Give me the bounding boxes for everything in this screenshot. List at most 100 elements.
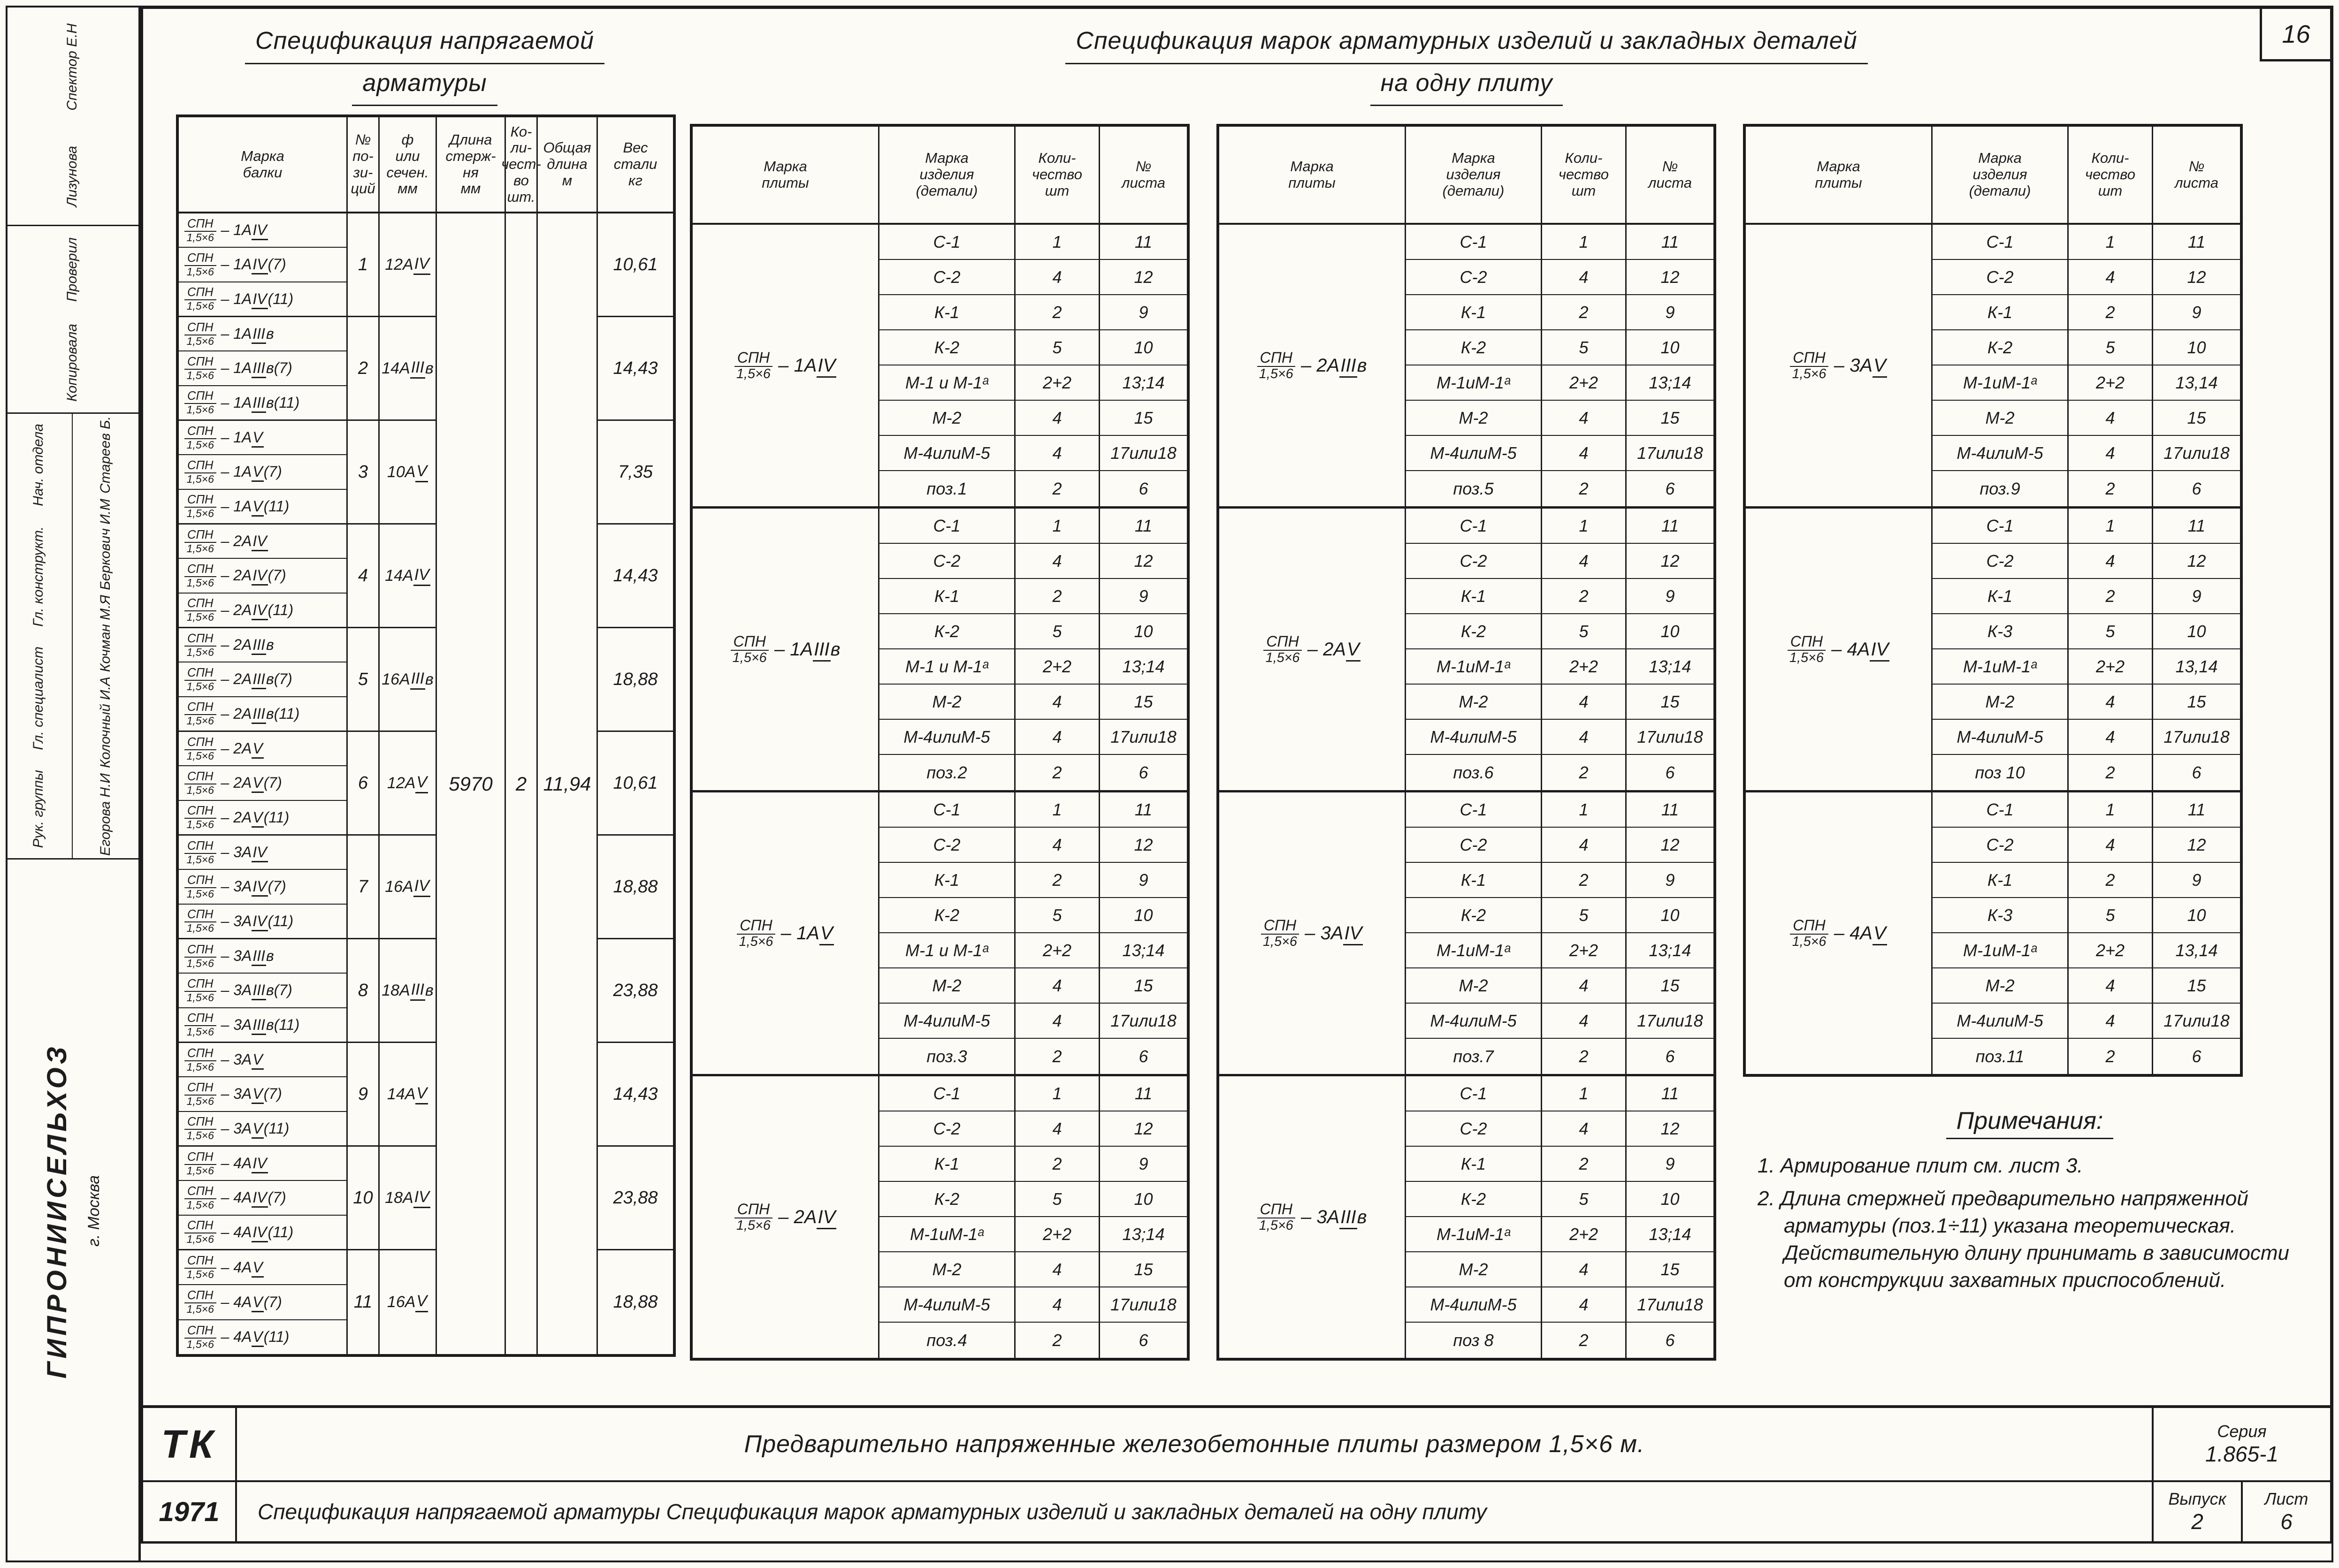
plate-mark-suffix: – 1АIV (778, 355, 837, 378)
plate-mark-suffix: – 1АV (781, 922, 834, 945)
item-mark: К-2 (1406, 1182, 1542, 1216)
item-quantity: 4 (2069, 544, 2153, 578)
item-quantity: 5 (2069, 614, 2153, 648)
spec-row: М-4илиМ-5 4 17или18 (1406, 720, 1713, 755)
plate-mark-denominator: 1,5×6 (1792, 366, 1827, 382)
diameter-value: 16А IV (380, 836, 436, 939)
item-mark: М-4илиМ-5 (1406, 1004, 1542, 1038)
item-mark: С-1 (1406, 792, 1542, 827)
item-sheet-number: 10 (2187, 621, 2206, 641)
spec-row: поз 10 2 6 (1933, 755, 2240, 790)
mark-class: – 1А (221, 256, 252, 273)
mark-numerator: СПН (184, 217, 216, 232)
staff-name: Колочный И.А (97, 677, 113, 769)
mark-class: – 3А (221, 1085, 252, 1103)
mark-variant: в(7) (266, 982, 292, 999)
mark-numerator: СПН (184, 1219, 216, 1234)
plate-mark-suffix: – 3АV (1834, 355, 1887, 378)
item-mark: К-1 (1933, 295, 2069, 329)
item-mark: К-2 (879, 614, 1016, 648)
item-quantity: 4 (1542, 401, 1627, 435)
item-sheet-number: 9 (2192, 870, 2201, 890)
spec-row: М-4илиМ-5 4 17или18 (879, 1004, 1187, 1039)
mark-roman: V (252, 1258, 264, 1278)
mark-denominator: 1,5×6 (186, 1198, 214, 1211)
beam-mark-group: СПН 1,5×6 – 1АIIIв СПН (179, 317, 346, 421)
mark-roman: IV (252, 1189, 268, 1208)
plate-mark-class: – 4А (1831, 639, 1870, 660)
beam-mark: СПН 1,5×6 – 4АIV (179, 1147, 346, 1181)
plate-mark: СПН 1,5×6 – 2АIIIв (1219, 225, 1406, 506)
mark-numerator: СПН (184, 1289, 216, 1304)
mark-fraction: СПН 1,5×6 (184, 667, 216, 692)
mark-fraction: СПН 1,5×6 (184, 632, 216, 658)
spec-row: поз.9 2 6 (1933, 471, 2240, 506)
mark-variant: в (266, 636, 274, 654)
item-sheet-number: 17или18 (1637, 1294, 1703, 1314)
spec-row: М-2 4 15 (1406, 401, 1713, 436)
mark-fraction: СПН 1,5×6 (184, 805, 216, 830)
item-quantity: 4 (1016, 968, 1100, 1003)
spec-row: С-2 4 12 (879, 260, 1187, 295)
steel-weight-value: 23,88 (598, 939, 673, 1043)
mark-class: – 3А (221, 982, 252, 999)
plate-spec-group: Марка плиты Марка изделия (детали) Коли-… (690, 124, 1190, 1361)
mark-numerator: СПН (184, 1324, 216, 1339)
item-sheet-number: 9 (1139, 1154, 1148, 1173)
position-number: 3 (348, 421, 378, 525)
item-mark: М-1иМ-1ᵃ (1406, 1217, 1542, 1251)
item-quantity: 4 (1016, 544, 1100, 578)
mark-class: – 3А (221, 1119, 252, 1137)
mark-variant: (11) (263, 808, 290, 826)
mark-roman: III (252, 636, 267, 655)
position-body: 1 2 3 4 5 6 7 8 9 10 11 (348, 213, 378, 1354)
mark-denominator: 1,5×6 (186, 472, 214, 485)
plate-mark-suffix: – 1АIIIв (774, 639, 840, 662)
mark-roman: IV (252, 912, 268, 931)
mark-numerator: СПН (184, 494, 216, 508)
item-quantity: 2+2 (1016, 649, 1100, 684)
mark-class: – 4А (221, 1258, 252, 1276)
mark-suffix: – 4АIV(7) (221, 1189, 286, 1208)
item-quantity: 2 (2069, 295, 2153, 329)
item-mark: К-1 (879, 1147, 1016, 1181)
beam-mark: СПН 1,5×6 – 2АIV (179, 525, 346, 559)
position-number: 11 (353, 1292, 373, 1312)
plate-mark-fraction: СПН 1,5×6 (734, 350, 773, 381)
plate-mark-suffix: – 4АIV (1831, 639, 1890, 662)
spec-row: С-1 1 11 (1933, 225, 2240, 260)
mark-suffix: – 3АIV (221, 844, 268, 863)
quantity-column: Ко- ли- чест- во шт. 2 (501, 117, 541, 1354)
plate-mark-denominator: 1,5×6 (739, 934, 773, 950)
organization-name: ГИПРОНИИСЕЛЬХОЗ (41, 1043, 72, 1379)
item-mark: М-1 и М-1ᵃ (879, 365, 1016, 400)
item-sheet-number: 12 (1134, 1119, 1153, 1138)
mark-roman: IV (252, 567, 268, 586)
spec-row: К-1 2 9 (879, 295, 1187, 330)
item-mark: С-1 (1933, 225, 2069, 259)
item-sheet-number: 12 (1660, 1119, 1680, 1138)
mark-roman: V (252, 1051, 264, 1070)
mark-class: – 1А (221, 429, 252, 446)
mark-class: – 2А (221, 705, 252, 722)
mark-fraction: СПН 1,5×6 (184, 1185, 216, 1210)
mark-denominator: 1,5×6 (186, 991, 214, 1004)
plate-spec-group: Марка плиты Марка изделия (детали) Коли-… (1743, 124, 2243, 1077)
diameter-roman: IV (413, 1188, 430, 1208)
beam-mark: СПН 1,5×6 – 3АIV(7) (179, 870, 346, 905)
spec-row: К-2 5 10 (1406, 898, 1713, 933)
plate-mark-denominator: 1,5×6 (1259, 366, 1293, 382)
mark-denominator: 1,5×6 (186, 265, 214, 278)
plate-table: СПН 1,5×6 – 1АIV С-1 (693, 225, 1187, 509)
diameter-size: 14А (387, 1085, 416, 1103)
steel-weight-value: 23,88 (598, 1147, 673, 1250)
item-sheet-number: 6 (2192, 762, 2201, 782)
diameter-roman: III (410, 670, 426, 690)
mark-class: – 2А (221, 601, 252, 618)
issue-value: 2 (2191, 1509, 2203, 1534)
item-quantity: 4 (1016, 828, 1100, 862)
spec-row: М-2 4 15 (1406, 685, 1713, 720)
mark-roman: IV (252, 533, 268, 552)
item-quantity: 2 (1542, 471, 1627, 506)
mark-denominator: 1,5×6 (186, 818, 214, 831)
